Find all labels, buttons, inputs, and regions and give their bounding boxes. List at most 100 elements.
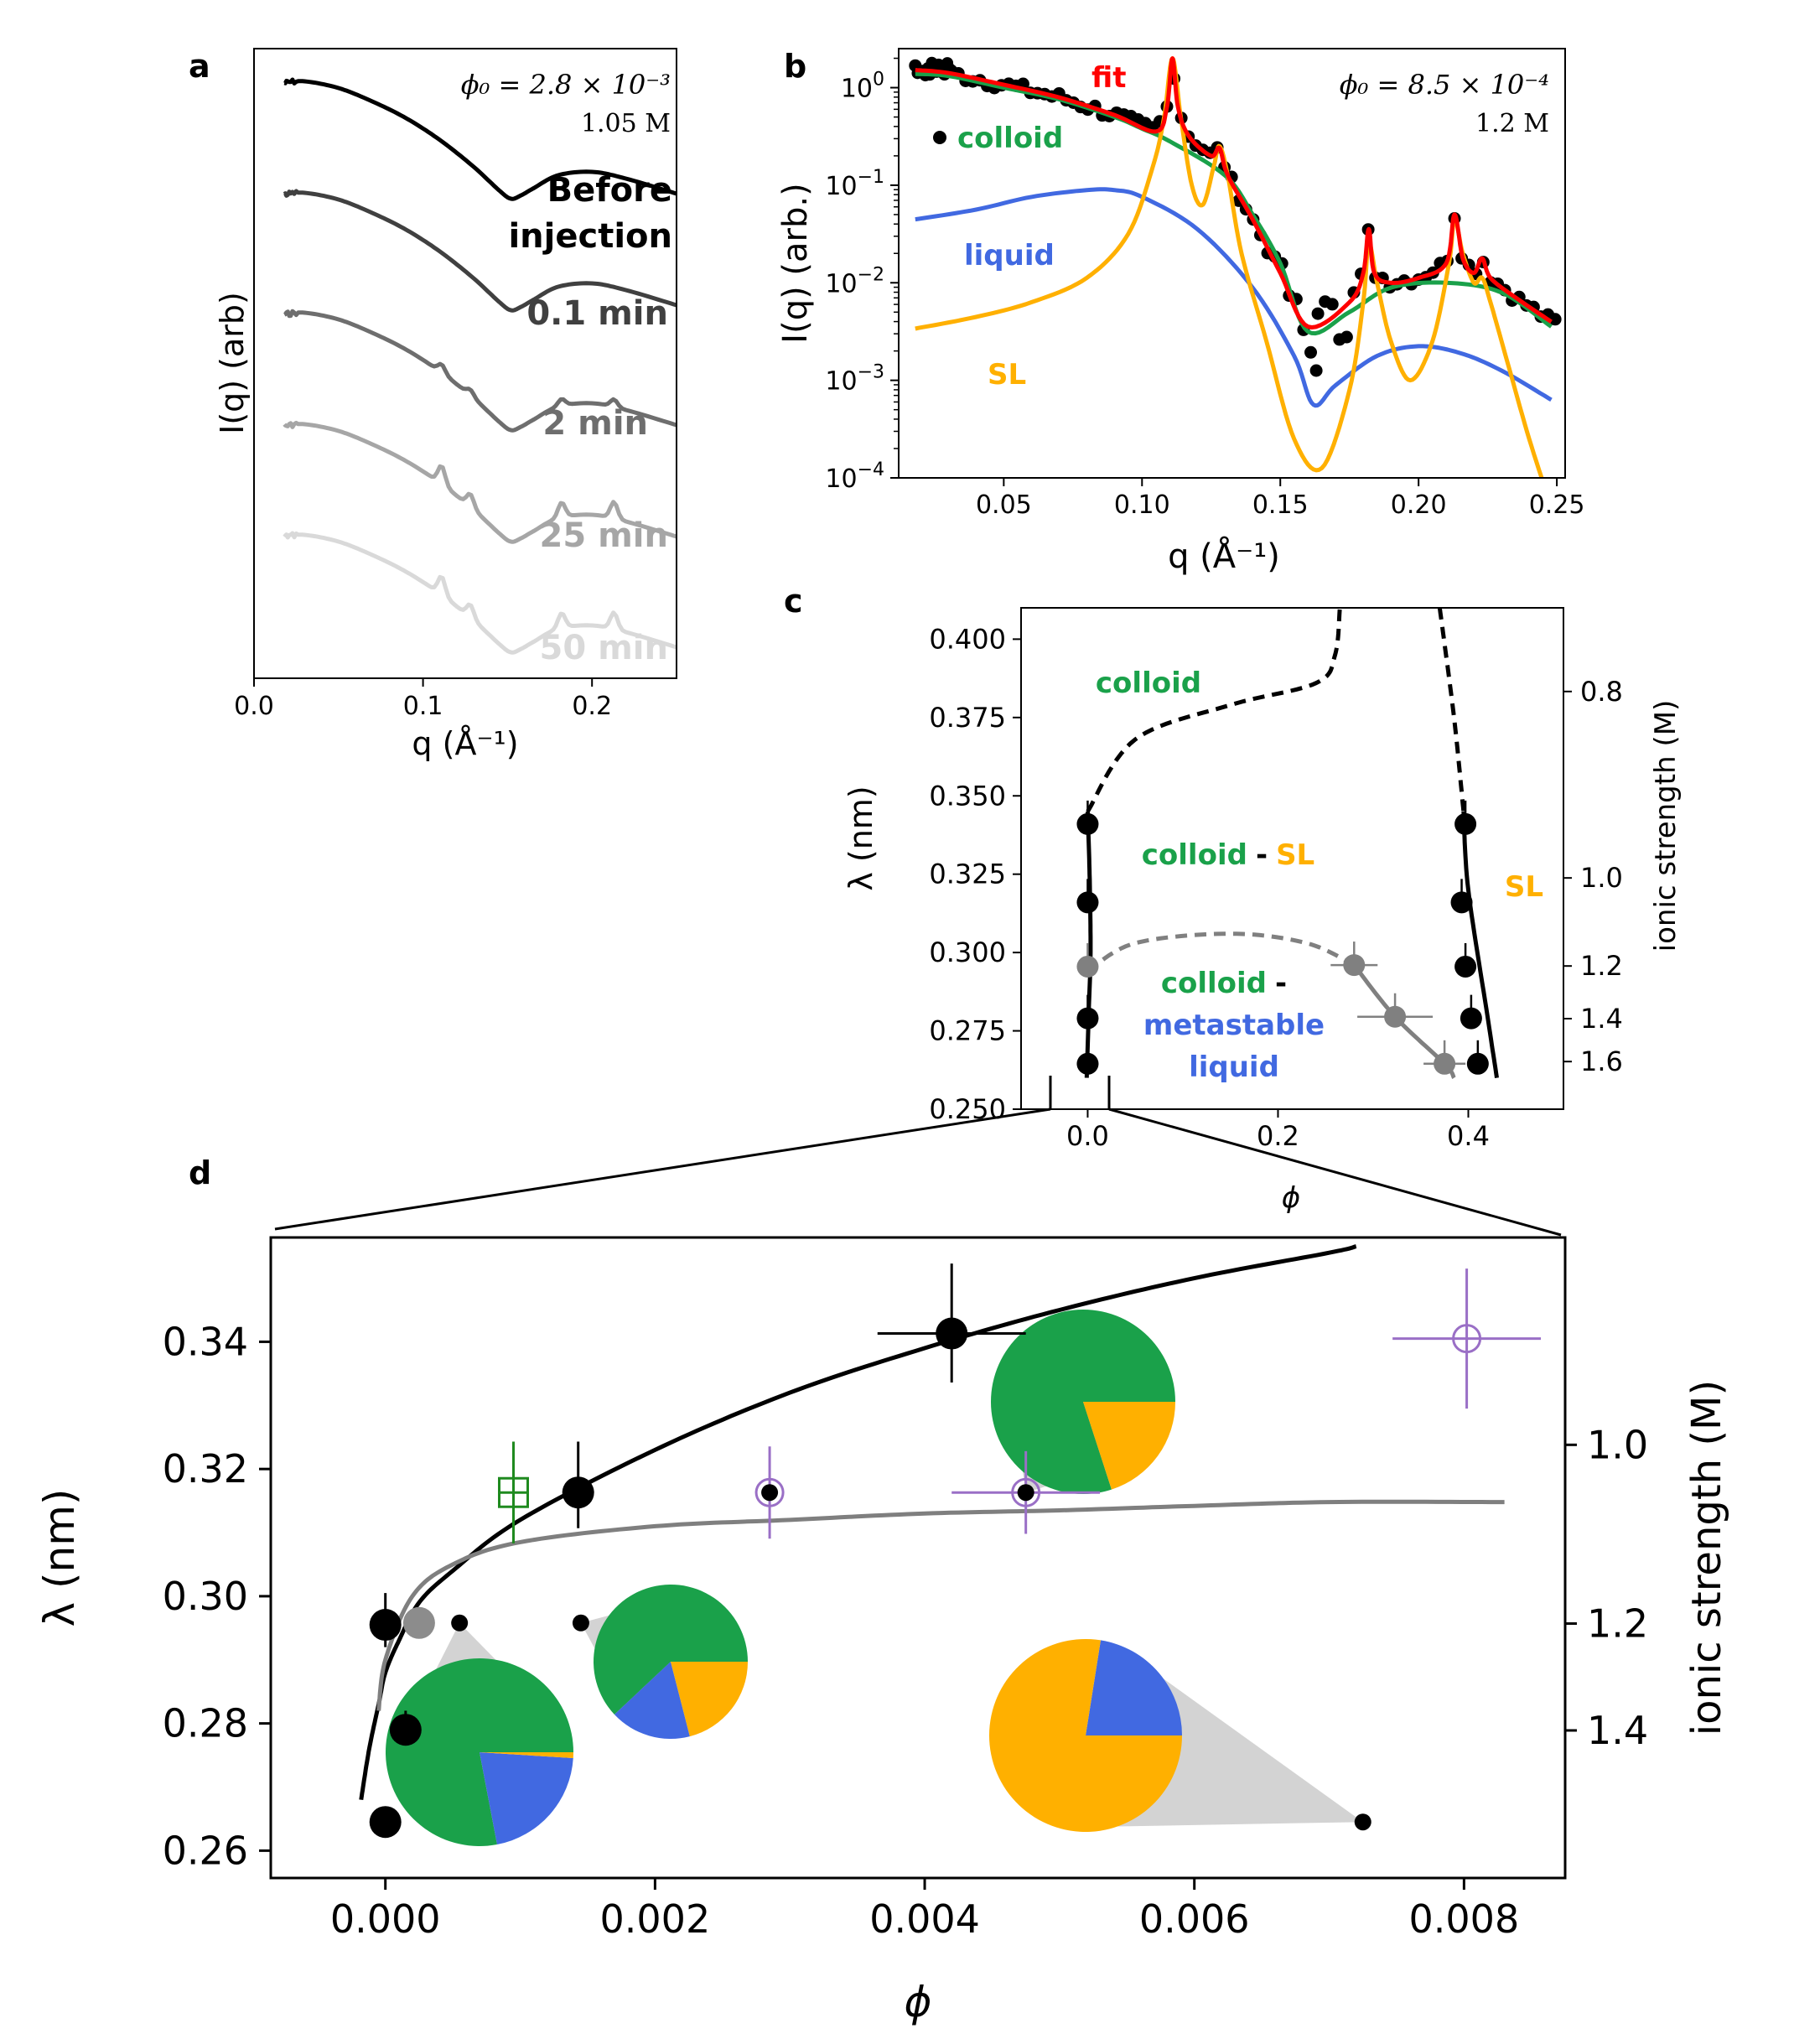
series-label-50min: 50 min xyxy=(540,629,668,667)
b-ytick-label: 10−3 xyxy=(825,362,884,397)
c-point-left xyxy=(1076,1007,1099,1030)
pie-slice-sl xyxy=(480,1752,573,1759)
panel-c-y2ticks: 0.8 1.0 1.2 1.4 1.6 xyxy=(1563,676,1623,1077)
b-ytick-exp: −1 xyxy=(858,167,884,188)
panel-c-y2label: ionic strength (M) xyxy=(1649,700,1683,952)
series-liquid xyxy=(915,187,1553,408)
curve-0.1-min xyxy=(283,189,677,313)
panel-d-label: d xyxy=(189,1154,211,1191)
c-point-right xyxy=(1454,955,1477,978)
c-y2tick-label: 1.4 xyxy=(1580,1003,1623,1035)
series-label-0-1min: 0.1 min xyxy=(526,294,668,333)
region-colloid: colloid xyxy=(1096,667,1201,700)
zoom-connector-right xyxy=(1108,1108,1562,1237)
d-ytick-label: 0.32 xyxy=(163,1446,248,1491)
legend-colloid: colloid xyxy=(957,122,1063,155)
panel-b-frame xyxy=(898,48,1566,479)
pie-colloid-liquid-sl xyxy=(594,1585,748,1739)
pie-slice-sl xyxy=(989,1639,1182,1833)
d-sample-dot xyxy=(1354,1813,1371,1831)
pie-sl-dominant xyxy=(989,1639,1182,1833)
panel-d-y2label: ionic strength (M) xyxy=(1683,1380,1730,1735)
panel-c: c 0.0 0.2 0.4 0.250 0.275 0.300 0.325 0.350 0.3… xyxy=(784,583,1683,1215)
series-label-25min: 25 min xyxy=(540,516,668,555)
panel-a-annotation-phi: ϕ₀ = 2.8 × 10⁻³ xyxy=(461,69,671,101)
panel-d-ylabel: λ (nm) xyxy=(35,1489,84,1627)
panel-d-yticks: 0.26 0.28 0.30 0.32 0.34 xyxy=(163,1319,271,1873)
c-xtick-label: 0.0 xyxy=(1066,1120,1109,1152)
data-point xyxy=(1311,307,1325,320)
b-ytick-exp: −4 xyxy=(858,459,884,480)
panel-c-frame xyxy=(1020,607,1564,1110)
legend-sl: SL xyxy=(988,358,1026,392)
pie-slice-sl xyxy=(1083,1402,1175,1490)
c-ytick-label: 0.375 xyxy=(929,702,1006,734)
c-point-right xyxy=(1454,812,1477,835)
d-y2tick-label: 1.0 xyxy=(1587,1422,1648,1467)
c-ytick-label: 0.275 xyxy=(929,1015,1006,1047)
curve-2-min xyxy=(283,309,677,433)
d-xtick-label: 0.002 xyxy=(600,1896,711,1942)
d-xtick-label: 0.000 xyxy=(330,1896,441,1942)
c-y2tick-label: 1.0 xyxy=(1580,862,1623,894)
data-point xyxy=(1304,345,1318,359)
c-ytick-label: 0.325 xyxy=(929,859,1006,890)
zoom-connector-left xyxy=(274,1108,1051,1231)
pie-slice-colloid xyxy=(991,1309,1175,1494)
panel-b-label: b xyxy=(784,48,806,85)
b-ytick-base: 10 xyxy=(825,269,857,298)
panel-c-xlabel: ϕ xyxy=(1282,1181,1300,1215)
c-binodal-right-dashed xyxy=(1437,607,1466,812)
pie-slice-liquid xyxy=(1086,1640,1182,1735)
panel-d-xticks: 0.000 0.002 0.004 0.006 0.008 xyxy=(330,1878,1519,1942)
c-ytick-label: 0.250 xyxy=(929,1093,1006,1125)
panel-a-ylabel: I(q) (arb) xyxy=(214,292,251,434)
c-binodal-left xyxy=(1084,811,1093,1078)
panel-a: a 0.0 0.1 0.2 q (Å⁻¹) I(q) (arb) ϕ₀ = 2.8 … xyxy=(189,48,677,762)
panel-c-plot xyxy=(1076,607,1499,1079)
d-spinodal-curve xyxy=(376,1499,1505,1711)
legend-data-marker xyxy=(933,131,946,144)
d-ytick-label: 0.28 xyxy=(163,1701,248,1746)
panel-d-frame xyxy=(269,1236,1567,1880)
series-label-2min: 2 min xyxy=(542,404,648,443)
curve-50-min xyxy=(283,531,677,655)
c-point-gray xyxy=(1384,1005,1407,1028)
panel-c-yticks: 0.250 0.275 0.300 0.325 0.350 0.375 0.400 xyxy=(929,623,1021,1125)
b-ytick-label: 10−1 xyxy=(825,167,884,201)
c-point-right xyxy=(1450,891,1473,914)
b-xtick-label: 0.10 xyxy=(1114,490,1170,520)
data-point xyxy=(1340,330,1353,344)
curve-before-injection xyxy=(283,77,677,201)
d-ytick-label: 0.26 xyxy=(163,1828,248,1873)
series-colloid xyxy=(915,71,1553,336)
pie-slice-liquid xyxy=(480,1752,573,1845)
d-sample-dot xyxy=(761,1484,779,1502)
b-xtick-label: 0.05 xyxy=(976,490,1032,520)
d-sample-dot xyxy=(1017,1484,1034,1502)
panel-b-ylabel: I(q) (arb.) xyxy=(776,183,815,343)
d-point-black xyxy=(369,1609,402,1642)
panel-a-xticks: 0.0 0.1 0.2 xyxy=(234,678,612,721)
region-meta-dash: - xyxy=(1275,967,1287,1000)
b-ytick-exp: −3 xyxy=(858,362,884,383)
series-fit xyxy=(915,56,1553,329)
d-ytick-label: 0.30 xyxy=(163,1574,248,1619)
d-point-black xyxy=(936,1317,968,1350)
series-label-before-2: injection xyxy=(508,217,672,256)
pie-slice-liquid xyxy=(614,1662,690,1739)
data-point xyxy=(1309,364,1323,377)
d-point-black xyxy=(389,1714,422,1746)
a-xtick-label: 0.2 xyxy=(572,692,612,721)
legend-fit: fit xyxy=(1091,61,1126,95)
pie-slice-colloid xyxy=(594,1585,748,1715)
c-binodal-left-dashed xyxy=(1086,607,1342,813)
b-xtick-label: 0.25 xyxy=(1529,490,1585,520)
c-point-left xyxy=(1076,812,1099,835)
a-xtick-label: 0.1 xyxy=(403,692,443,721)
panel-c-ylabel: λ (nm) xyxy=(843,786,879,890)
region-meta: colloid - xyxy=(1161,967,1287,1000)
b-ytick-label: 10−2 xyxy=(825,264,884,298)
